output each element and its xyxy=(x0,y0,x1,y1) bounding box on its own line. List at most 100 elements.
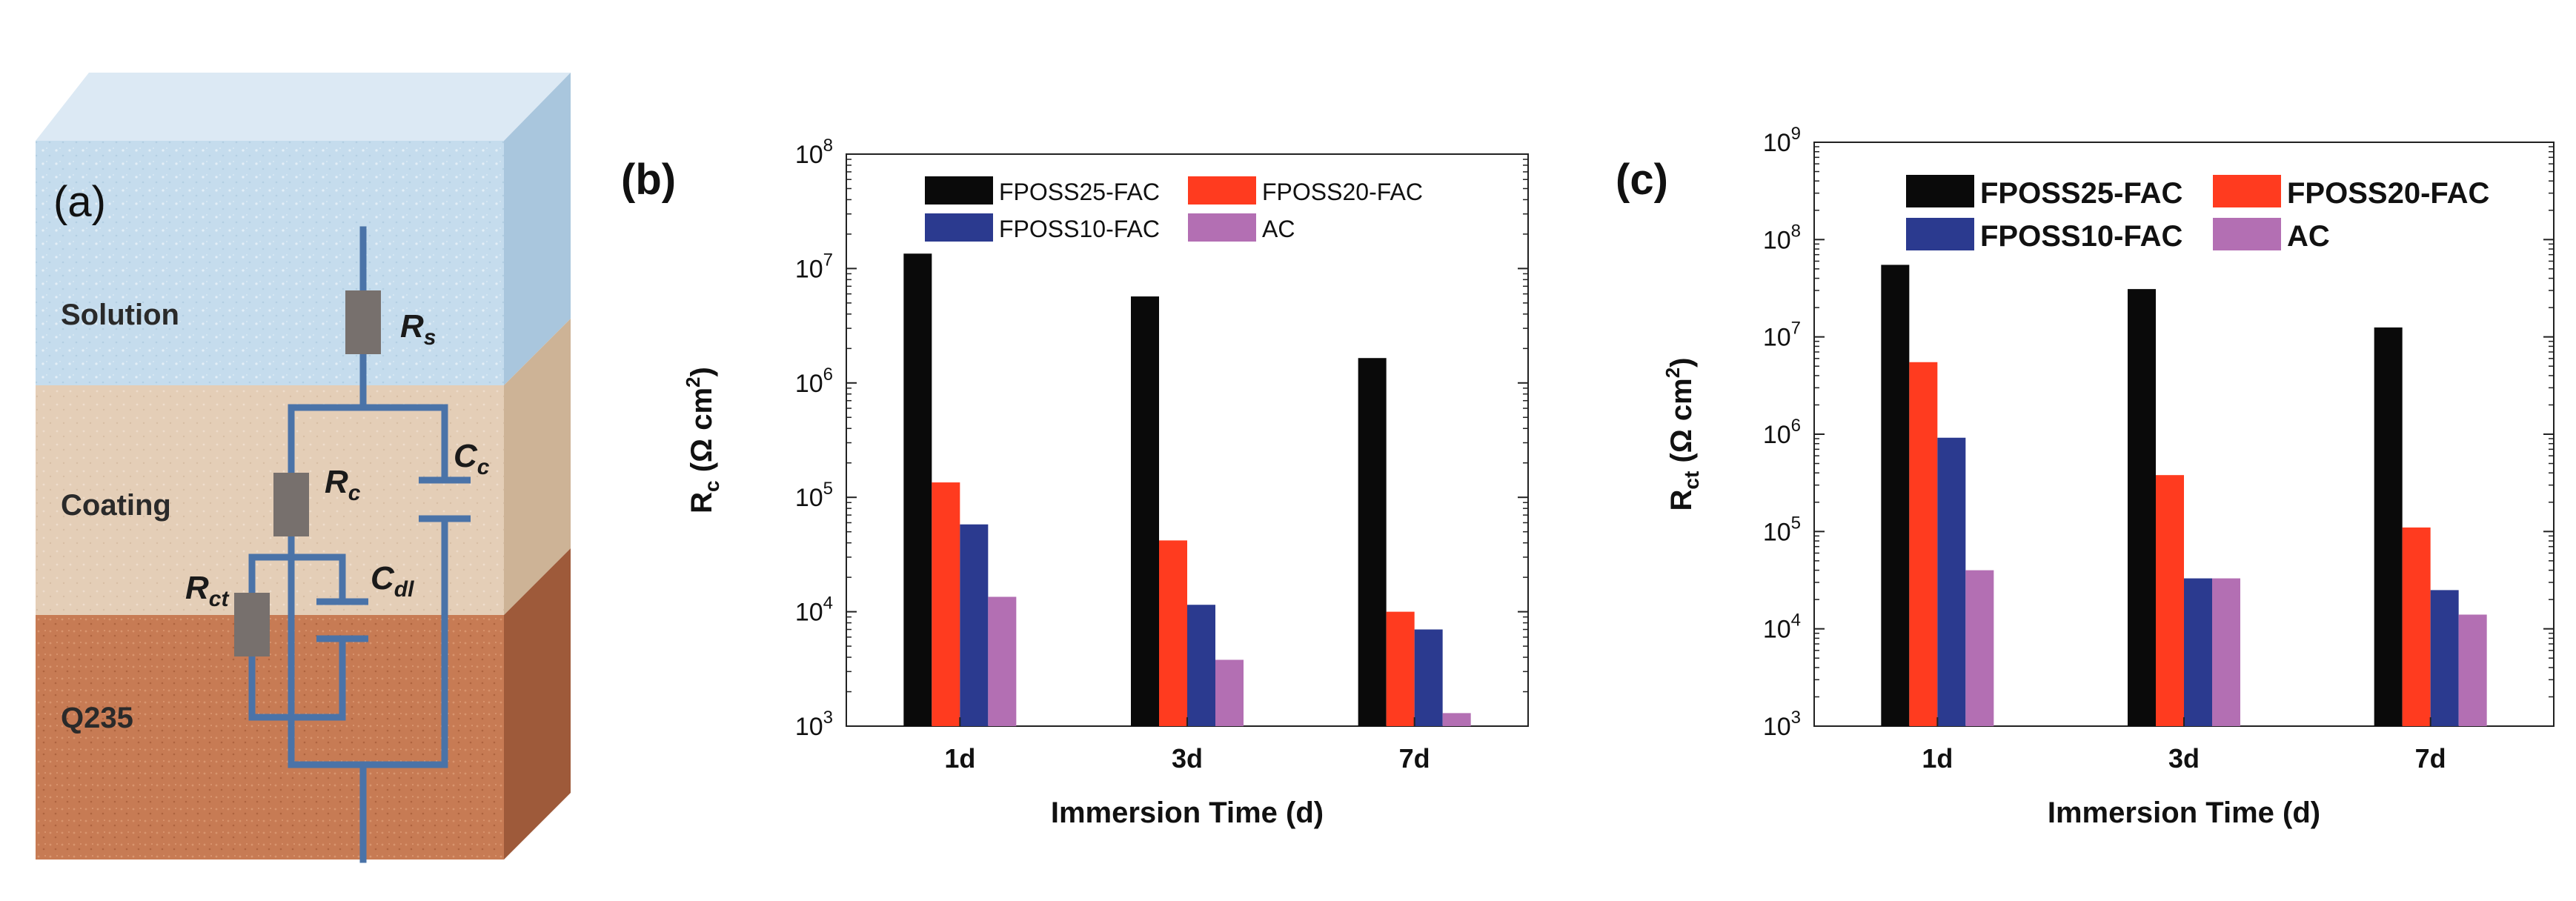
chart-c-ylabel-main: R xyxy=(1665,490,1698,511)
chart-b-ytick-exp: 6 xyxy=(823,365,833,385)
chart-c-xtick-label: 3d xyxy=(2168,743,2200,774)
chart-c-bar-ac-7d xyxy=(2458,614,2487,726)
chart-b-xtick-label: 7d xyxy=(1399,743,1430,774)
chart-b-panel-label: (b) xyxy=(621,156,676,204)
chart-c-bar-fposs25-fac-1d xyxy=(1881,265,1910,726)
chart-b-bar-fposs20-fac-7d xyxy=(1386,611,1415,726)
capacitor-plates xyxy=(316,476,471,642)
chart-b-legend-swatch-ac xyxy=(1188,213,1256,242)
circuit-wires xyxy=(248,226,448,863)
chart-b-y-axis-title: Rc (Ω cm2) xyxy=(682,367,723,513)
chart-b-legend-label: FPOSS20-FAC xyxy=(1262,179,1423,205)
chart-c-ytick-label: 107 xyxy=(1763,319,1801,352)
layer-label-coating: Coating xyxy=(61,489,171,522)
chart-b-ytick-base: 10 xyxy=(795,141,823,169)
chart-b-ytick-base: 10 xyxy=(795,599,823,627)
chart-c-ytick-base: 10 xyxy=(1763,616,1791,644)
chart-b-ytick-base: 10 xyxy=(795,484,823,512)
chart-c-y-axis-title: Rct (Ω cm2) xyxy=(1662,357,1703,511)
chart-b-bar-fposs25-fac-7d xyxy=(1358,358,1387,726)
solution-layer xyxy=(36,141,504,385)
chart-c-bar-fposs10-fac-3d xyxy=(2184,578,2212,726)
chart-c-ytick-exp: 6 xyxy=(1791,416,1801,436)
chart-b-x-axis-title: Immersion Time (d) xyxy=(1051,797,1324,829)
chart-c-ytick-exp: 7 xyxy=(1791,319,1801,339)
chart-c-panel-label: (c) xyxy=(1616,156,1668,204)
label-rs: Rs xyxy=(400,308,436,350)
chart-b-ytick-base: 10 xyxy=(795,255,823,283)
chart-b-ytick-label: 107 xyxy=(795,250,833,283)
chart-c-ytick-base: 10 xyxy=(1763,324,1791,352)
chart-c-ytick-base: 10 xyxy=(1763,518,1791,546)
chart-c-bar-fposs10-fac-1d xyxy=(1937,437,1966,726)
chart-c-xtick-label: 7d xyxy=(2415,743,2446,774)
chart-c-legend-swatch-fposs10-fac xyxy=(1906,218,1974,250)
chart-b-ytick-base: 10 xyxy=(795,713,823,741)
chart-c-ytick-label: 103 xyxy=(1763,708,1801,741)
chart-c-ytick-label: 109 xyxy=(1763,124,1801,157)
label-cdl: Cdl xyxy=(371,560,414,602)
chart-c-ylabel-sub: ct xyxy=(1680,471,1703,490)
chart-c-bar-fposs20-fac-3d xyxy=(2156,475,2184,726)
chart-c-ytick-label: 104 xyxy=(1763,611,1801,644)
chart-b-bar-fposs20-fac-3d xyxy=(1159,540,1187,726)
chart-c-legend-label: AC xyxy=(2287,220,2330,253)
chart-c-bar-ac-1d xyxy=(1965,570,1994,726)
chart-b-bar-fposs10-fac-1d xyxy=(960,524,989,726)
resistor-rct xyxy=(234,593,270,656)
chart-b-ytick-exp: 4 xyxy=(823,594,833,614)
chart-c-ylabel-sup: 2 xyxy=(1662,368,1684,378)
chart-c-ytick-base: 10 xyxy=(1763,713,1791,741)
layer-label-substrate: Q235 xyxy=(61,702,133,734)
chart-b-xtick-label: 1d xyxy=(944,743,975,774)
chart-b-bar-ac-1d xyxy=(988,596,1017,726)
chart-c-ytick-exp: 9 xyxy=(1791,124,1801,144)
chart-b-ytick-label: 104 xyxy=(795,594,833,627)
chart-c-legend-label: FPOSS20-FAC xyxy=(2287,177,2489,210)
chart-c-legend-swatch-fposs20-fac xyxy=(2213,175,2281,207)
chart-b-ytick-exp: 7 xyxy=(823,250,833,270)
chart-b-bar-ac-3d xyxy=(1215,659,1244,726)
chart-b-ytick-label: 108 xyxy=(795,136,833,169)
chart-c-ytick-label: 106 xyxy=(1763,416,1801,449)
chart-b-ylabel-sup: 2 xyxy=(682,376,704,387)
chart-c-x-axis-title: Immersion Time (d) xyxy=(2048,797,2320,829)
chart-c-ylabel-end: ) xyxy=(1665,357,1698,367)
chart-b-ytick-exp: 3 xyxy=(823,708,833,728)
label-cc: Cc xyxy=(454,438,490,479)
chart-c-ytick-exp: 4 xyxy=(1791,611,1801,631)
chart-b-legend-swatch-fposs10-fac xyxy=(925,213,993,242)
chart-b-ylabel-main: R xyxy=(686,492,718,513)
panel-a-label: (a) xyxy=(53,178,106,226)
coating-layer xyxy=(36,385,504,615)
resistor-rc xyxy=(273,473,309,536)
chart-c-ytick-exp: 8 xyxy=(1791,221,1801,241)
block-side-coating xyxy=(504,319,571,615)
chart-b-xtick-label: 3d xyxy=(1172,743,1203,774)
block-side-solution xyxy=(504,73,571,385)
chart-c-bar-fposs10-fac-7d xyxy=(2430,590,2459,726)
chart-b-ylabel-end: ) xyxy=(686,367,718,376)
block-top-face xyxy=(36,73,571,141)
chart-c-legend-label: FPOSS25-FAC xyxy=(1980,177,2182,210)
chart-c-legend-label: FPOSS10-FAC xyxy=(1980,220,2182,253)
chart-c-ytick-exp: 5 xyxy=(1791,513,1801,533)
chart-c-bar-fposs25-fac-7d xyxy=(2374,327,2403,726)
block-side-substrate xyxy=(504,548,571,860)
label-rct: Rct xyxy=(185,570,230,611)
chart-c-bar-fposs20-fac-1d xyxy=(1909,362,1938,726)
chart-b-ytick-exp: 8 xyxy=(823,136,833,156)
chart-b-legend-label: FPOSS25-FAC xyxy=(999,179,1160,205)
chart-b-bar-fposs25-fac-3d xyxy=(1131,296,1159,727)
chart-b-legend-label: AC xyxy=(1262,216,1295,242)
chart-b-ytick-label: 105 xyxy=(795,479,833,512)
chart-c-ytick-base: 10 xyxy=(1763,226,1791,254)
layer-label-solution: Solution xyxy=(61,299,179,331)
chart-b-bar-fposs10-fac-7d xyxy=(1414,629,1443,726)
chart-c-ylabel-rest: (Ω cm xyxy=(1665,378,1698,471)
chart-b-bar-fposs25-fac-1d xyxy=(903,253,932,726)
resistor-rs xyxy=(345,290,381,354)
